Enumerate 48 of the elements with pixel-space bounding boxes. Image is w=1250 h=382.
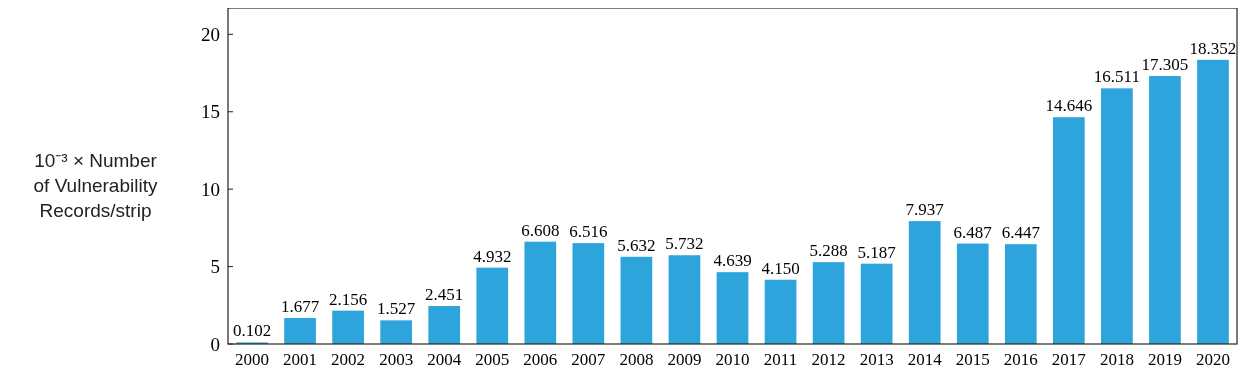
data-label: 16.511 [1093, 67, 1140, 87]
x-tick-label: 2009 [667, 350, 702, 369]
x-tick-label: 2003 [379, 350, 414, 369]
data-label: 5.187 [857, 242, 897, 262]
y-tick-label: 5 [210, 256, 220, 278]
data-label: 4.150 [761, 258, 800, 278]
y-tick-label: 20 [201, 23, 220, 45]
data-label: 1.677 [280, 297, 320, 317]
data-label: 6.447 [1001, 223, 1041, 243]
y-axis-title: 10⁻³ × Number of Vulnerability Records/strip [32, 149, 159, 223]
data-label: 2.156 [328, 289, 368, 309]
data-label: 5.632 [617, 235, 656, 255]
y-tick-label: 15 [201, 101, 220, 123]
x-tick-label: 2010 [715, 350, 750, 369]
x-tick-label: 2000 [235, 350, 270, 369]
x-tick-label: 2011 [763, 350, 798, 369]
data-label: 7.937 [905, 200, 945, 220]
x-tick-label: 2018 [1099, 350, 1134, 369]
data-label: 4.639 [713, 251, 752, 271]
x-tick-label: 2019 [1147, 350, 1182, 369]
x-tick-label: 2016 [1003, 350, 1038, 369]
data-label: 4.932 [473, 246, 512, 266]
x-tick-label: 2008 [619, 350, 654, 369]
x-tick-label: 2007 [571, 350, 606, 369]
data-label: 5.288 [809, 241, 848, 261]
x-tick-label: 2012 [811, 350, 846, 369]
data-label: 2.451 [425, 285, 464, 305]
x-tick-label: 2002 [331, 350, 366, 369]
data-label: 17.305 [1141, 55, 1189, 75]
data-label: 1.527 [377, 299, 416, 319]
x-tick-label: 2020 [1195, 350, 1230, 369]
y-tick-label: 10 [201, 178, 220, 200]
data-label: 0.102 [232, 321, 272, 341]
data-label: 5.732 [665, 234, 704, 254]
x-tick-label: 2004 [427, 350, 462, 369]
data-label: 6.487 [953, 222, 993, 242]
x-tick-label: 2001 [283, 350, 318, 369]
y-tick-label: 0 [210, 333, 220, 355]
data-label: 6.608 [521, 220, 560, 240]
x-tick-label: 2014 [907, 350, 943, 369]
x-tick-label: 2015 [955, 350, 990, 369]
data-label: 14.646 [1045, 96, 1093, 116]
x-tick-label: 2017 [1051, 350, 1087, 369]
x-tick-label: 2006 [523, 350, 558, 369]
data-label: 6.516 [569, 222, 608, 242]
data-label: 18.352 [1189, 38, 1237, 58]
x-tick-label: 2013 [859, 350, 894, 369]
x-tick-label: 2005 [475, 350, 510, 369]
